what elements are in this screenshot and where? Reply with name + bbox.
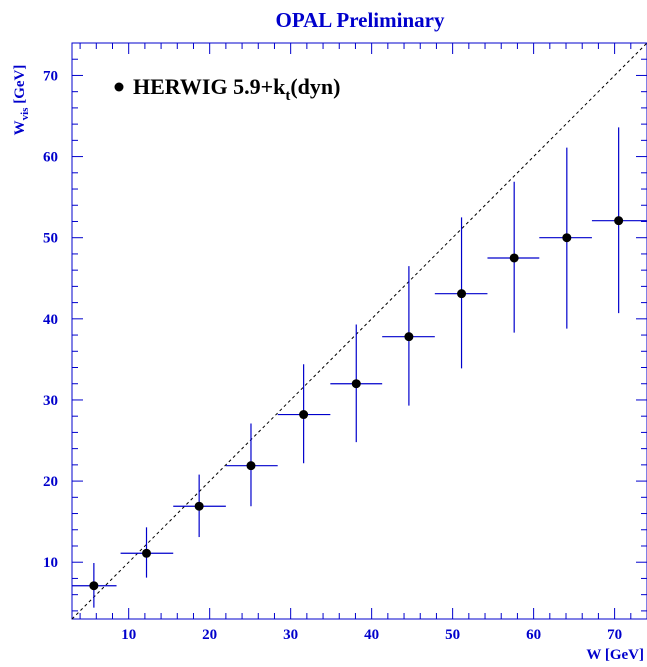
x-tick-label: 50: [445, 627, 460, 643]
y-tick-label: 40: [43, 312, 58, 328]
legend-label: HERWIG 5.9+kt(dyn): [133, 74, 340, 104]
x-tick-label: 30: [283, 627, 298, 643]
x-tick-labels: 10 20 30 40 50 60 70: [121, 627, 622, 643]
data-point: [246, 461, 256, 471]
legend-marker: [114, 82, 124, 92]
y-axis-label-main: W: [12, 120, 28, 135]
plot-frame: [71, 42, 647, 620]
legend: HERWIG 5.9+kt(dyn): [114, 74, 340, 104]
y-tick-labels: 10 20 30 40 50 60 70: [43, 68, 58, 571]
data-point: [562, 233, 572, 243]
x-tick-label: 60: [526, 627, 541, 643]
legend-label-subscript: t: [285, 88, 290, 104]
data-point: [457, 289, 467, 299]
data-point: [89, 581, 99, 591]
y-tick-label: 60: [43, 150, 58, 166]
data-point: [404, 332, 414, 342]
y-axis-label-unit: [GeV]: [12, 65, 28, 108]
data-point: [509, 253, 519, 263]
x-tick-label: 70: [607, 627, 622, 643]
data-point: [351, 379, 361, 389]
data-point: [142, 548, 152, 558]
x-axis-label: W [GeV]: [586, 647, 644, 662]
y-axis-label-subscript: vis: [19, 107, 31, 121]
x-tick-label: 10: [121, 627, 136, 643]
axis-ticks: [72, 42, 647, 619]
x-tick-label: 40: [364, 627, 379, 643]
y-tick-label: 20: [43, 474, 58, 490]
chart-title: OPAL Preliminary: [276, 8, 445, 32]
legend-label-tail: (dyn): [290, 74, 340, 99]
data-point: [299, 410, 309, 420]
y-axis-label: Wvis [GeV]: [12, 65, 31, 136]
data-point: [194, 501, 204, 511]
y-tick-label: 70: [43, 68, 58, 84]
x-tick-label: 20: [202, 627, 217, 643]
data-points: [89, 216, 624, 591]
legend-label-main: HERWIG 5.9+k: [133, 74, 286, 99]
error-bars: [72, 127, 647, 608]
y-tick-label: 10: [43, 555, 58, 571]
y-tick-label: 30: [43, 393, 58, 409]
data-point: [614, 216, 624, 226]
y-tick-label: 50: [43, 231, 58, 247]
diagonal-reference-line: [71, 42, 647, 620]
